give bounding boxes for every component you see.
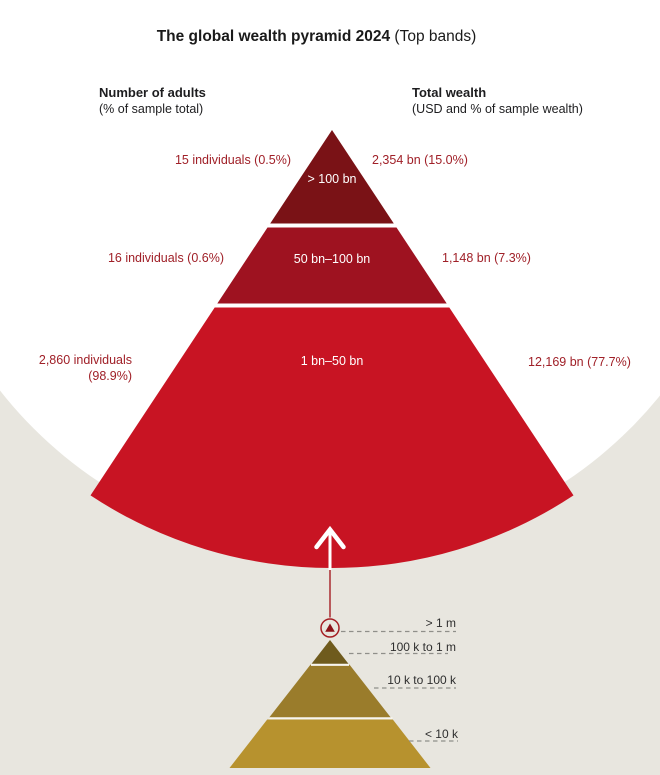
base-band-under-10k-shape: [229, 719, 431, 768]
wealth-header-title: Total wealth: [412, 85, 487, 100]
chart-title-suffix: (Top bands): [390, 28, 477, 45]
chart-title: The global wealth pyramid 2024 (Top band…: [0, 28, 633, 46]
band1-adults-label: 15 individuals (0.5%): [174, 153, 291, 167]
band3-adults-line1: 2,860 individuals: [38, 353, 132, 367]
band2-range-label: 50 bn–100 bn: [293, 252, 371, 266]
band-50bn-100bn-shape: [217, 227, 447, 304]
base-label-under-10k: < 10 k: [424, 727, 458, 741]
band2-adults-label: 16 individuals (0.6%): [107, 251, 224, 265]
magnified-tip-ring: [320, 618, 340, 638]
wealth-column-header: Total wealth (USD and % of sample wealth…: [412, 84, 583, 117]
arrow-head-icon: [314, 525, 346, 550]
base-band-10k-100k-shape: [269, 664, 391, 718]
magnified-tip-triangle: [325, 623, 335, 632]
band3-wealth-label: 12,169 bn (77.7%): [528, 355, 631, 369]
band-over-100bn-shape: [270, 130, 394, 224]
band1-range-label: > 100 bn: [307, 172, 357, 186]
wealth-header-subtitle: (USD and % of sample wealth): [412, 102, 583, 116]
adults-column-header: Number of adults (% of sample total): [99, 84, 206, 117]
band3-range-label: 1 bn–50 bn: [300, 354, 364, 368]
base-label-1m: > 1 m: [425, 616, 456, 630]
chart-title-main: The global wealth pyramid 2024: [156, 28, 391, 45]
adults-header-subtitle: (% of sample total): [99, 102, 204, 116]
band1-wealth-label: 2,354 bn (15.0%): [372, 153, 468, 167]
base-label-100k-1m: 100 k to 1 m: [389, 640, 456, 654]
base-band-100k-1m-shape: [311, 640, 349, 665]
base-label-10k-100k: 10 k to 100 k: [387, 673, 456, 687]
band2-wealth-label: 1,148 bn (7.3%): [442, 251, 531, 265]
band-1bn-50bn-shape: [90, 307, 574, 568]
adults-header-title: Number of adults: [99, 85, 206, 100]
leader-lines: [341, 630, 458, 742]
band3-adults-line2: (98.9%): [88, 369, 132, 383]
band3-adults-label: 2,860 individuals (98.9%): [39, 352, 132, 384]
